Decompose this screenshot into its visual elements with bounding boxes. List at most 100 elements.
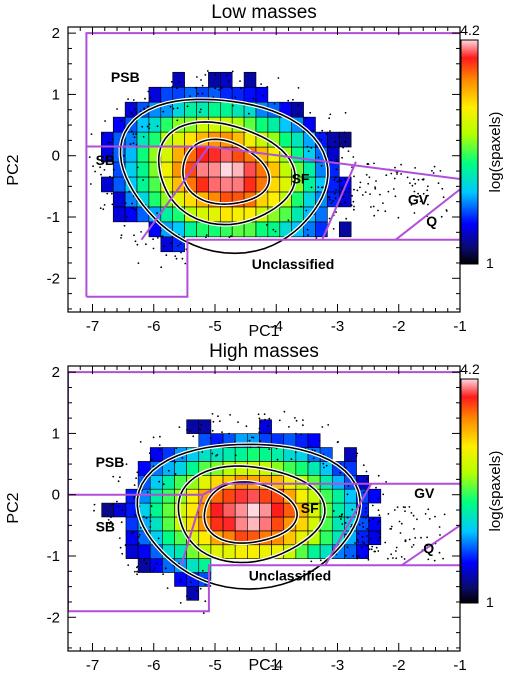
scatter-point bbox=[239, 80, 241, 82]
scatter-point bbox=[361, 540, 364, 543]
scatter-point bbox=[306, 228, 309, 231]
scatter-point bbox=[131, 202, 134, 205]
colorbar-label: log(spaxels) bbox=[487, 451, 504, 532]
x-tick-label: -1 bbox=[453, 318, 466, 335]
scatter-point bbox=[268, 448, 271, 450]
heatmap-cell bbox=[160, 116, 174, 133]
scatter-point bbox=[179, 578, 182, 581]
scatter-point bbox=[325, 464, 328, 467]
scatter-point bbox=[176, 107, 179, 109]
scatter-point bbox=[184, 262, 187, 265]
heatmap-cell bbox=[172, 131, 185, 148]
heatmap-cell bbox=[136, 131, 150, 148]
scatter-point bbox=[382, 493, 385, 496]
scatter-point bbox=[442, 196, 445, 199]
heatmap-cell bbox=[208, 161, 221, 178]
x-axis-label: PC1 bbox=[248, 657, 279, 674]
scatter-point bbox=[371, 504, 374, 507]
scatter-point bbox=[412, 544, 415, 546]
scatter-point bbox=[394, 166, 396, 169]
scatter-point bbox=[133, 495, 136, 498]
region-boundary bbox=[140, 145, 210, 241]
y-tick-labels: -2 -1 0 1 2 bbox=[47, 25, 60, 287]
scatter-point bbox=[367, 540, 370, 542]
heatmap-cell bbox=[368, 488, 382, 504]
scatter-point bbox=[302, 424, 304, 427]
scatter-point bbox=[205, 234, 208, 237]
scatter-point bbox=[162, 110, 165, 113]
y-tick-label: 0 bbox=[52, 487, 60, 504]
scatter-point bbox=[127, 564, 130, 566]
x-tick-label: -5 bbox=[208, 318, 221, 335]
scatter-point bbox=[292, 98, 294, 101]
scatter-point bbox=[252, 97, 255, 100]
scatter-point bbox=[434, 515, 436, 518]
scatter-point bbox=[356, 189, 359, 192]
scatter-point bbox=[218, 89, 221, 91]
scatter-point bbox=[161, 235, 164, 238]
region-labels: PSB SB SF GV Q Unclassified bbox=[96, 69, 438, 272]
scatter-point bbox=[152, 247, 155, 250]
scatter-point bbox=[119, 546, 122, 549]
region-labels: PSB SB SF GV Q Unclassified bbox=[96, 454, 435, 583]
heatmap-cell bbox=[220, 101, 233, 118]
scatter-point bbox=[249, 446, 252, 449]
scatter-point bbox=[341, 186, 344, 189]
scatter-point bbox=[313, 449, 316, 452]
scatter-point bbox=[273, 103, 276, 105]
scatter-point bbox=[334, 192, 336, 195]
scatter-point bbox=[338, 136, 341, 138]
scatter-point bbox=[124, 202, 127, 205]
scatter-point bbox=[411, 184, 414, 187]
scatter-point bbox=[109, 175, 111, 178]
scatter-point bbox=[201, 92, 204, 95]
scatter-point bbox=[332, 510, 335, 512]
scatter-point bbox=[123, 154, 125, 157]
scatter-point bbox=[306, 145, 309, 148]
scatter-point bbox=[264, 418, 266, 421]
heatmap-cell bbox=[243, 176, 257, 193]
scatter-point bbox=[417, 178, 420, 181]
region-boundary bbox=[180, 494, 204, 566]
scatter-point bbox=[136, 570, 138, 573]
heatmap-cell bbox=[112, 176, 126, 193]
scatter-point bbox=[230, 235, 232, 238]
heatmap-cell bbox=[222, 544, 236, 559]
scatter-point bbox=[368, 548, 371, 551]
heatmap-cell bbox=[162, 474, 175, 490]
heatmap-cell bbox=[198, 419, 212, 434]
scatter-point bbox=[94, 170, 96, 173]
colorbar-max-label: 4.2 bbox=[460, 22, 480, 38]
scatter-point bbox=[134, 240, 137, 243]
heatmap-cell bbox=[160, 236, 174, 253]
scatter-point bbox=[231, 70, 234, 73]
heatmap-cell bbox=[222, 516, 236, 532]
scatter-point bbox=[341, 156, 343, 159]
scatter-point bbox=[146, 105, 149, 108]
scatter-point bbox=[116, 500, 118, 503]
region-boundary bbox=[208, 145, 460, 180]
region-label-gv: GV bbox=[414, 485, 435, 501]
scatter-point bbox=[175, 257, 178, 260]
region-label-unclassified: Unclassified bbox=[249, 568, 331, 584]
scatter-point bbox=[332, 228, 335, 230]
density-contours bbox=[135, 442, 363, 592]
heatmap-cell bbox=[234, 516, 248, 532]
x-tick-label: -7 bbox=[86, 657, 99, 674]
scatter-point bbox=[393, 177, 396, 180]
scatter-point bbox=[442, 557, 444, 560]
scatter-point bbox=[390, 172, 393, 175]
scatter-point bbox=[307, 150, 310, 153]
scatter-point bbox=[422, 192, 425, 195]
heatmap-cell bbox=[247, 502, 260, 518]
scatter-point bbox=[268, 432, 271, 435]
scatter-point bbox=[160, 235, 163, 238]
scatter-point bbox=[362, 526, 365, 528]
scatter-point bbox=[100, 173, 102, 176]
heatmap-cell bbox=[112, 116, 126, 133]
scatter-point bbox=[135, 133, 138, 135]
scatter-point bbox=[325, 133, 328, 135]
scatter-point bbox=[300, 433, 303, 436]
heatmap-cell bbox=[255, 116, 269, 133]
scatter-point bbox=[310, 560, 313, 563]
